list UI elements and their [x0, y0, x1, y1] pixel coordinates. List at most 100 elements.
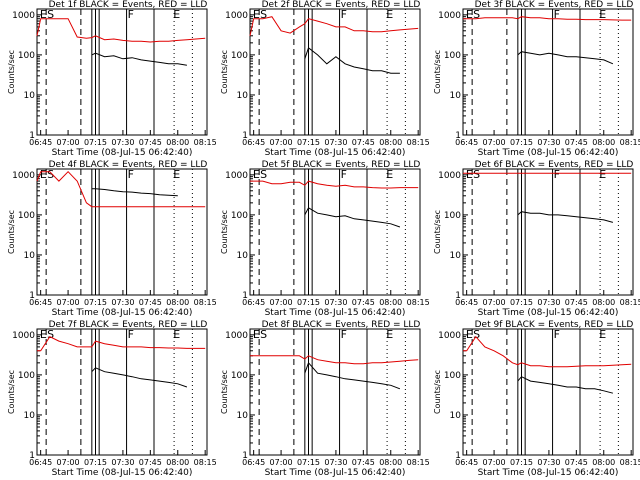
plot-frame	[36, 8, 208, 136]
event-label: F	[128, 168, 134, 181]
y-tick-label: 100	[18, 371, 35, 381]
y-tick-label: 1000	[438, 331, 461, 341]
event-label: E	[173, 168, 180, 181]
event-label: S	[47, 8, 54, 21]
x-tick-label: 07:30	[111, 298, 134, 307]
event-label: F	[128, 8, 134, 21]
event-label: E	[40, 328, 47, 341]
x-tick-label: 07:00	[483, 138, 506, 147]
y-tick-label: 100	[231, 371, 248, 381]
x-tick-label: 08:15	[407, 298, 430, 307]
y-tick-label: 10	[237, 251, 249, 261]
y-axis-label: Counts/sec	[433, 370, 442, 414]
x-axis-label: Start Time (08-Jul-15 06:42:40)	[478, 148, 619, 158]
event-label: S	[260, 168, 267, 181]
y-tick-label: 1	[29, 451, 35, 461]
y-axis-label: Counts/sec	[220, 370, 229, 414]
event-label: F	[341, 168, 347, 181]
event-label: E	[173, 328, 180, 341]
x-tick-label: 06:45	[29, 138, 52, 147]
x-axis-label: Start Time (08-Jul-15 06:42:40)	[265, 468, 406, 478]
panel: Det 6f BLACK = Events, RED = LLD Start Ti…	[433, 160, 640, 318]
x-tick-label: 08:15	[194, 138, 217, 147]
y-tick-label: 1000	[225, 171, 248, 181]
y-tick-label: 100	[231, 51, 248, 61]
x-tick-label: 08:15	[407, 458, 430, 467]
panel-title: Det 2f BLACK = Events, RED = LLD	[262, 0, 421, 10]
y-tick-label: 100	[18, 51, 35, 61]
y-tick-label: 100	[444, 51, 461, 61]
x-tick-label: 07:15	[297, 138, 320, 147]
y-tick-label: 10	[237, 411, 249, 421]
y-tick-label: 1	[455, 291, 461, 301]
plot-frame	[249, 328, 421, 456]
y-tick-label: 100	[444, 211, 461, 221]
x-tick-label: 08:00	[166, 298, 189, 307]
event-label: S	[473, 168, 480, 181]
panel: Det 5f BLACK = Events, RED = LLD Start Ti…	[220, 160, 430, 318]
event-label: E	[173, 8, 180, 21]
x-tick-label: 07:45	[565, 458, 588, 467]
x-tick-label: 08:00	[166, 138, 189, 147]
event-label: F	[341, 8, 347, 21]
panel-title: Det 9f BLACK = Events, RED = LLD	[475, 320, 634, 330]
event-label: F	[554, 328, 560, 341]
x-tick-label: 07:00	[57, 458, 80, 467]
event-label: E	[253, 328, 260, 341]
x-tick-label: 07:45	[139, 298, 162, 307]
series-line	[463, 16, 632, 21]
panel-title: Det 7f BLACK = Events, RED = LLD	[49, 320, 208, 330]
x-tick-label: 08:00	[592, 138, 615, 147]
plot-frame	[36, 328, 208, 456]
y-tick-label: 10	[24, 251, 36, 261]
y-tick-label: 1	[242, 291, 248, 301]
x-tick-label: 07:30	[324, 298, 347, 307]
x-tick-label: 07:30	[537, 138, 560, 147]
panel: Det 4f BLACK = Events, RED = LLD Start Ti…	[7, 160, 217, 318]
x-tick-label: 08:15	[407, 138, 430, 147]
x-tick-label: 07:45	[352, 138, 375, 147]
event-label: F	[128, 328, 134, 341]
series-line	[304, 361, 401, 390]
event-label: E	[386, 328, 393, 341]
panel-title: Det 4f BLACK = Events, RED = LLD	[49, 160, 208, 170]
event-label: S	[260, 328, 267, 341]
panel: Det 8f BLACK = Events, RED = LLD Start Ti…	[220, 320, 430, 478]
event-label: S	[473, 8, 480, 21]
y-tick-label: 10	[450, 251, 462, 261]
x-tick-label: 07:00	[57, 298, 80, 307]
y-tick-label: 1000	[438, 171, 461, 181]
x-tick-label: 07:45	[352, 298, 375, 307]
y-tick-label: 1000	[225, 331, 248, 341]
series-line	[37, 336, 206, 352]
x-tick-label: 06:45	[29, 298, 52, 307]
x-tick-label: 07:15	[510, 298, 533, 307]
x-axis-label: Start Time (08-Jul-15 06:42:40)	[478, 468, 619, 478]
y-tick-label: 100	[231, 211, 248, 221]
y-tick-label: 1000	[12, 171, 35, 181]
y-axis-label: Counts/sec	[433, 210, 442, 254]
y-tick-label: 1000	[12, 331, 35, 341]
x-tick-label: 07:15	[510, 138, 533, 147]
x-tick-label: 07:00	[483, 458, 506, 467]
x-tick-label: 07:45	[139, 138, 162, 147]
series-line	[517, 376, 614, 394]
series-line	[250, 355, 419, 365]
x-tick-label: 08:00	[379, 138, 402, 147]
x-tick-label: 06:45	[242, 458, 265, 467]
panel: Det 9f BLACK = Events, RED = LLD Start Ti…	[433, 320, 640, 478]
x-tick-label: 07:45	[139, 458, 162, 467]
event-label: E	[599, 168, 606, 181]
x-tick-label: 07:00	[270, 298, 293, 307]
series-line	[463, 335, 632, 368]
series-line	[249, 16, 419, 36]
event-label: E	[466, 328, 473, 341]
event-label: S	[260, 8, 267, 21]
y-axis-label: Counts/sec	[220, 210, 229, 254]
panel: Det 7f BLACK = Events, RED = LLD Start Ti…	[7, 320, 217, 478]
y-tick-label: 10	[24, 91, 36, 101]
x-tick-label: 07:45	[565, 138, 588, 147]
x-tick-label: 06:45	[455, 458, 478, 467]
event-label: E	[466, 168, 473, 181]
